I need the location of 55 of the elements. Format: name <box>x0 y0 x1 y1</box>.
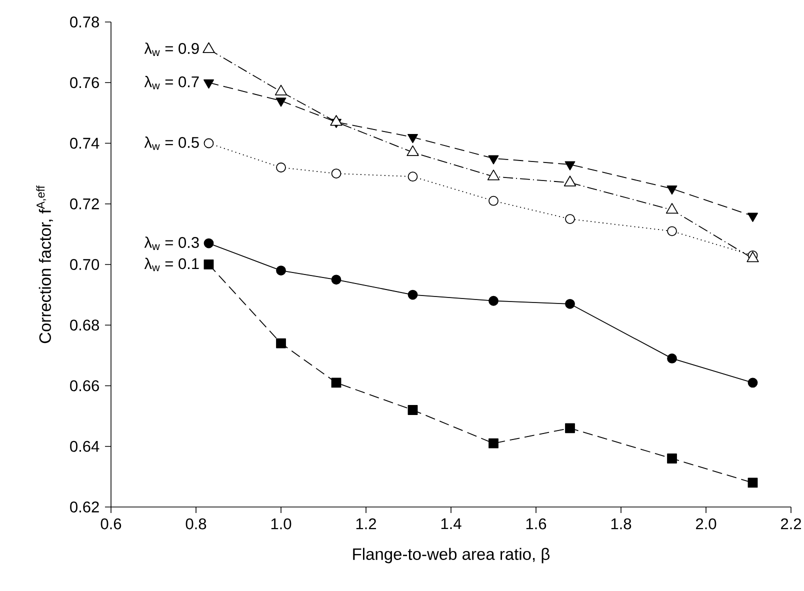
point <box>276 98 286 107</box>
x-tick-label: 1.2 <box>356 518 376 530</box>
point <box>667 226 677 236</box>
point <box>204 260 214 270</box>
point <box>204 138 214 148</box>
series-label: λ$_{w}$ = 0.5 <box>144 136 199 150</box>
y-tick-label: 0.72 <box>70 198 99 210</box>
point <box>564 161 576 170</box>
point <box>204 79 214 89</box>
y-tick-label: 0.76 <box>70 77 99 88</box>
y-tick-label: 0.74 <box>70 138 100 149</box>
point <box>204 238 214 248</box>
point <box>408 290 418 300</box>
series-label: λ$_{w}$ = 0.9 <box>144 42 199 56</box>
x-tick-label: 2.0 <box>696 518 716 530</box>
point <box>408 134 418 144</box>
y-tick-label: 0.64 <box>70 440 100 452</box>
point <box>667 354 677 364</box>
point <box>748 212 758 222</box>
y-tick-label: 0.70 <box>70 259 100 270</box>
point <box>331 378 342 388</box>
series-label: λ$_{w}$ = 0.7 <box>144 76 199 90</box>
y-tick-label: 0.68 <box>70 320 99 331</box>
y-tick-label: 0.66 <box>70 380 99 392</box>
x-tick-label: 1.4 <box>441 518 462 530</box>
point <box>748 478 758 488</box>
x-axis-title: Flange-to-web area ratio, β <box>353 548 550 564</box>
point <box>565 214 575 224</box>
point <box>408 172 418 182</box>
point <box>565 298 575 309</box>
series-label: λ$_{w}$ = 0.1 <box>144 258 199 272</box>
point <box>331 274 342 285</box>
point <box>408 405 418 415</box>
y-tick-label: 0.62 <box>70 502 99 512</box>
x-tick-label: 0.8 <box>186 518 206 530</box>
point <box>331 168 342 178</box>
point <box>488 155 499 164</box>
x-tick-label: 2.2 <box>781 518 801 530</box>
point <box>276 162 286 172</box>
point <box>488 196 498 206</box>
point <box>488 296 498 306</box>
point <box>667 454 677 464</box>
x-tick-label: 1.8 <box>611 518 632 530</box>
point <box>276 338 286 348</box>
series-label: λ$_{w}$ = 0.3 <box>144 236 199 250</box>
x-tick-label: 1.0 <box>271 518 292 530</box>
point <box>276 266 286 276</box>
point <box>565 423 575 434</box>
y-tick-label: 0.78 <box>70 16 99 28</box>
point <box>488 438 498 448</box>
point <box>748 378 758 388</box>
x-tick-label: 1.6 <box>526 518 546 530</box>
y-axis-title: Correction factor, f$^{A,eff}$ <box>36 186 53 344</box>
point <box>666 186 678 195</box>
x-tick-label: 0.6 <box>100 518 122 530</box>
